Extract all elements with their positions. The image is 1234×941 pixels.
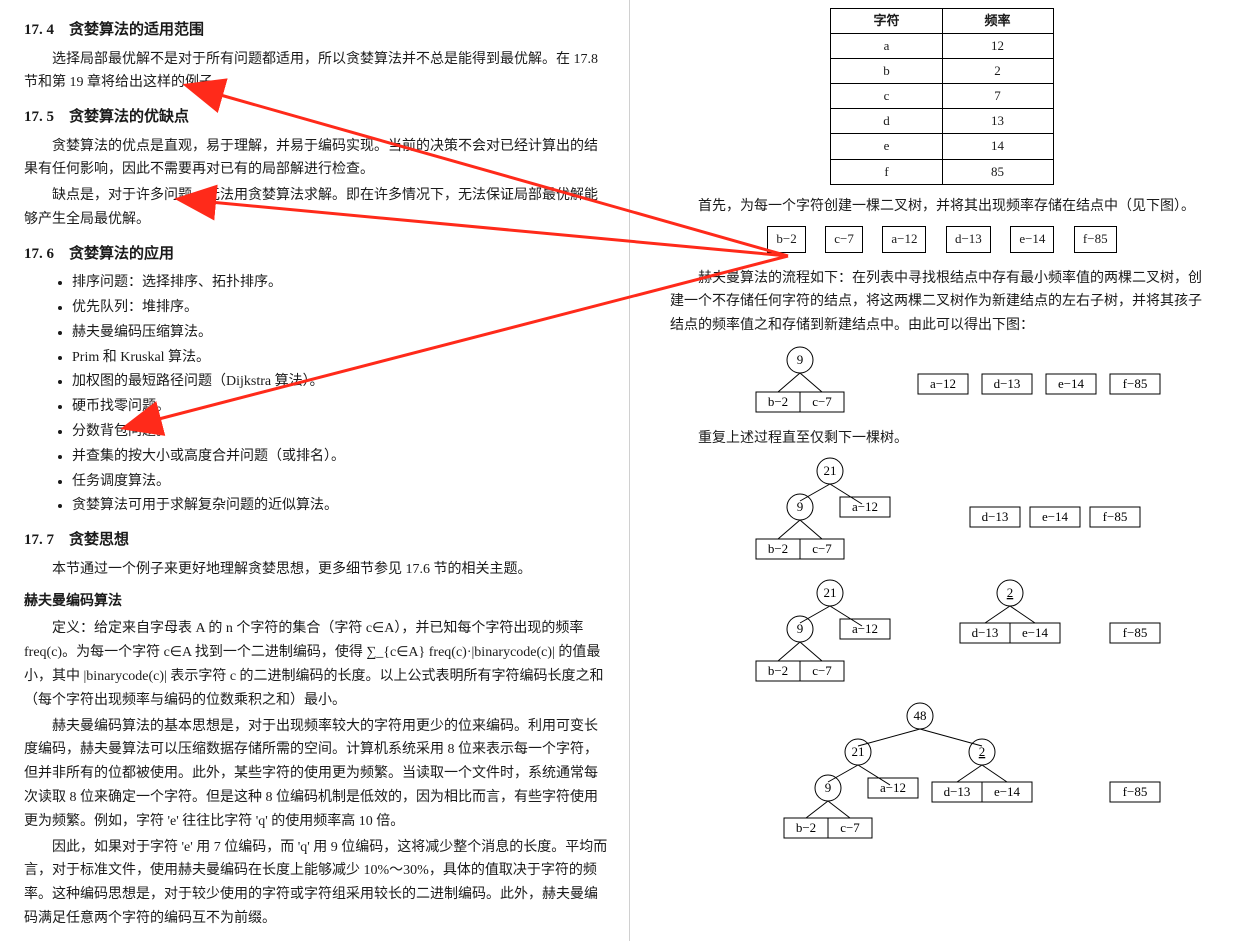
huffman-step-4: 48 21 9 a−12 b−2 c−7 2 d−13 e−14 f−85 — [670, 702, 1214, 851]
table-cell: b — [831, 59, 942, 84]
tree-leaf: a−12 — [882, 226, 926, 252]
section-17-5-title: 17. 5 贪婪算法的优缺点 — [24, 105, 609, 131]
section-17-4-body: 选择局部最优解不是对于所有问题都适用，所以贪婪算法并不总是能得到最优解。在 17… — [24, 48, 609, 96]
svg-text:21: 21 — [824, 463, 837, 478]
table-cell: f — [831, 159, 942, 184]
list-item: 排序问题：选择排序、拓扑排序。 — [72, 271, 609, 295]
table-cell: 2 — [942, 59, 1053, 84]
svg-text:e−14: e−14 — [1042, 509, 1069, 524]
svg-text:2: 2 — [979, 744, 986, 759]
right-column: 字符 频率 a12 b2 c7 d13 e14 f85 首先，为每一个字符创建一… — [630, 0, 1234, 941]
table-cell: 12 — [942, 34, 1053, 59]
list-item: 任务调度算法。 — [72, 470, 609, 494]
tree-svg: 21 9 a−12 b−2 c−7 2 d−13 e−14 f−85 — [670, 579, 1200, 687]
list-item: 赫夫曼编码压缩算法。 — [72, 321, 609, 345]
tree-leaf: f−85 — [1074, 226, 1117, 252]
tree-svg: 21 9 a−12 b−2 c−7 d−13 e−14 f−85 — [670, 457, 1200, 565]
svg-text:b−2: b−2 — [768, 663, 788, 678]
svg-text:a−12: a−12 — [852, 499, 878, 514]
svg-text:c−7: c−7 — [812, 541, 832, 556]
list-item: 并查集的按大小或高度合并问题（或排名）。 — [72, 445, 609, 469]
svg-text:9: 9 — [825, 780, 832, 795]
list-item: Prim 和 Kruskal 算法。 — [72, 346, 609, 370]
svg-text:d−13: d−13 — [994, 376, 1021, 391]
section-17-4-title: 17. 4 贪婪算法的适用范围 — [24, 18, 609, 44]
frequency-table: 字符 频率 a12 b2 c7 d13 e14 f85 — [830, 8, 1053, 185]
table-cell: 14 — [942, 134, 1053, 159]
huffman-step-1: 9 b−2 c−7 a−12 d−13 e−14 f−85 — [670, 344, 1214, 425]
tree-svg: 48 21 9 a−12 b−2 c−7 2 d−13 e−14 f−85 — [670, 702, 1200, 842]
list-item: 贪婪算法可用于求解复杂问题的近似算法。 — [72, 494, 609, 518]
svg-text:b−2: b−2 — [796, 820, 816, 835]
svg-text:d−13: d−13 — [972, 625, 999, 640]
repeat-text: 重复上述过程直至仅剩下一棵树。 — [670, 427, 1214, 451]
section-17-5-p2: 缺点是，对于许多问题，无法用贪婪算法求解。即在许多情况下，无法保证局部最优解能够… — [24, 184, 609, 232]
svg-text:c−7: c−7 — [812, 394, 832, 409]
svg-text:c−7: c−7 — [812, 663, 832, 678]
left-column: 17. 4 贪婪算法的适用范围 选择局部最优解不是对于所有问题都适用，所以贪婪算… — [0, 0, 630, 941]
tree-leaf: b−2 — [767, 226, 805, 252]
section-17-7-intro: 本节通过一个例子来更好地理解贪婪思想，更多细节参见 17.6 节的相关主题。 — [24, 558, 609, 582]
page-spread: 17. 4 贪婪算法的适用范围 选择局部最优解不是对于所有问题都适用，所以贪婪算… — [0, 0, 1234, 941]
table-cell: a — [831, 34, 942, 59]
svg-text:a−12: a−12 — [880, 780, 906, 795]
table-cell: e — [831, 134, 942, 159]
huffman-idea: 赫夫曼编码算法的基本思想是，对于出现频率较大的字符用更少的位来编码。利用可变长度… — [24, 715, 609, 834]
section-17-5-p1: 贪婪算法的优点是直观，易于理解，并易于编码实现。当前的决策不会对已经计算出的结果… — [24, 135, 609, 183]
huffman-def: 定义：给定来自字母表 A 的 n 个字符的集合（字符 c∈A），并已知每个字符出… — [24, 617, 609, 712]
svg-text:f−85: f−85 — [1123, 784, 1148, 799]
svg-text:21: 21 — [852, 744, 865, 759]
svg-text:48: 48 — [914, 708, 927, 723]
list-item: 优先队列：堆排序。 — [72, 296, 609, 320]
svg-text:f−85: f−85 — [1103, 509, 1128, 524]
huffman-step-2: 21 9 a−12 b−2 c−7 d−13 e−14 f−85 — [670, 457, 1214, 574]
table-cell: 7 — [942, 84, 1053, 109]
svg-text:a−12: a−12 — [930, 376, 956, 391]
svg-text:9: 9 — [797, 621, 804, 636]
svg-text:a−12: a−12 — [852, 621, 878, 636]
huffman-step-3: 21 9 a−12 b−2 c−7 2 d−13 e−14 f−85 — [670, 579, 1214, 696]
table-cell: d — [831, 109, 942, 134]
table-cell: 85 — [942, 159, 1053, 184]
svg-text:b−2: b−2 — [768, 394, 788, 409]
applications-list: 排序问题：选择排序、拓扑排序。 优先队列：堆排序。 赫夫曼编码压缩算法。 Pri… — [24, 271, 609, 518]
section-17-6-title: 17. 6 贪婪算法的应用 — [24, 242, 609, 268]
huffman-subheading: 赫夫曼编码算法 — [24, 590, 609, 614]
svg-text:2: 2 — [1007, 585, 1014, 600]
svg-text:9: 9 — [797, 499, 804, 514]
table-cell: c — [831, 84, 942, 109]
tree-svg: 9 b−2 c−7 a−12 d−13 e−14 f−85 — [670, 344, 1200, 416]
table-header: 频率 — [942, 9, 1053, 34]
svg-text:9: 9 — [797, 352, 804, 367]
table-cell: 13 — [942, 109, 1053, 134]
table-header: 字符 — [831, 9, 942, 34]
list-item: 加权图的最短路径问题（Dijkstra 算法）。 — [72, 370, 609, 394]
algo-text: 赫夫曼算法的流程如下：在列表中寻找根结点中存有最小频率值的两棵二叉树，创建一个不… — [670, 267, 1214, 338]
svg-text:d−13: d−13 — [944, 784, 971, 799]
list-item: 硬币找零问题。 — [72, 395, 609, 419]
tree-leaf: c−7 — [825, 226, 863, 252]
svg-text:f−85: f−85 — [1123, 376, 1148, 391]
tree-leaf: e−14 — [1010, 226, 1054, 252]
huffman-benefit: 因此，如果对于字符 'e' 用 7 位编码，而 'q' 用 9 位编码，这将减少… — [24, 836, 609, 931]
svg-text:21: 21 — [824, 585, 837, 600]
first-step-text: 首先，为每一个字符创建一棵二叉树，并将其出现频率存储在结点中（见下图）。 — [670, 195, 1214, 219]
tree-leaf: d−13 — [946, 226, 991, 252]
list-item: 分数背包问题。 — [72, 420, 609, 444]
svg-text:f−85: f−85 — [1123, 625, 1148, 640]
initial-nodes-row: b−2 c−7 a−12 d−13 e−14 f−85 — [670, 226, 1214, 252]
svg-text:e−14: e−14 — [994, 784, 1021, 799]
svg-text:b−2: b−2 — [768, 541, 788, 556]
svg-text:e−14: e−14 — [1022, 625, 1049, 640]
section-17-7-title: 17. 7 贪婪思想 — [24, 528, 609, 554]
svg-text:d−13: d−13 — [982, 509, 1009, 524]
svg-text:e−14: e−14 — [1058, 376, 1085, 391]
svg-text:c−7: c−7 — [840, 820, 860, 835]
